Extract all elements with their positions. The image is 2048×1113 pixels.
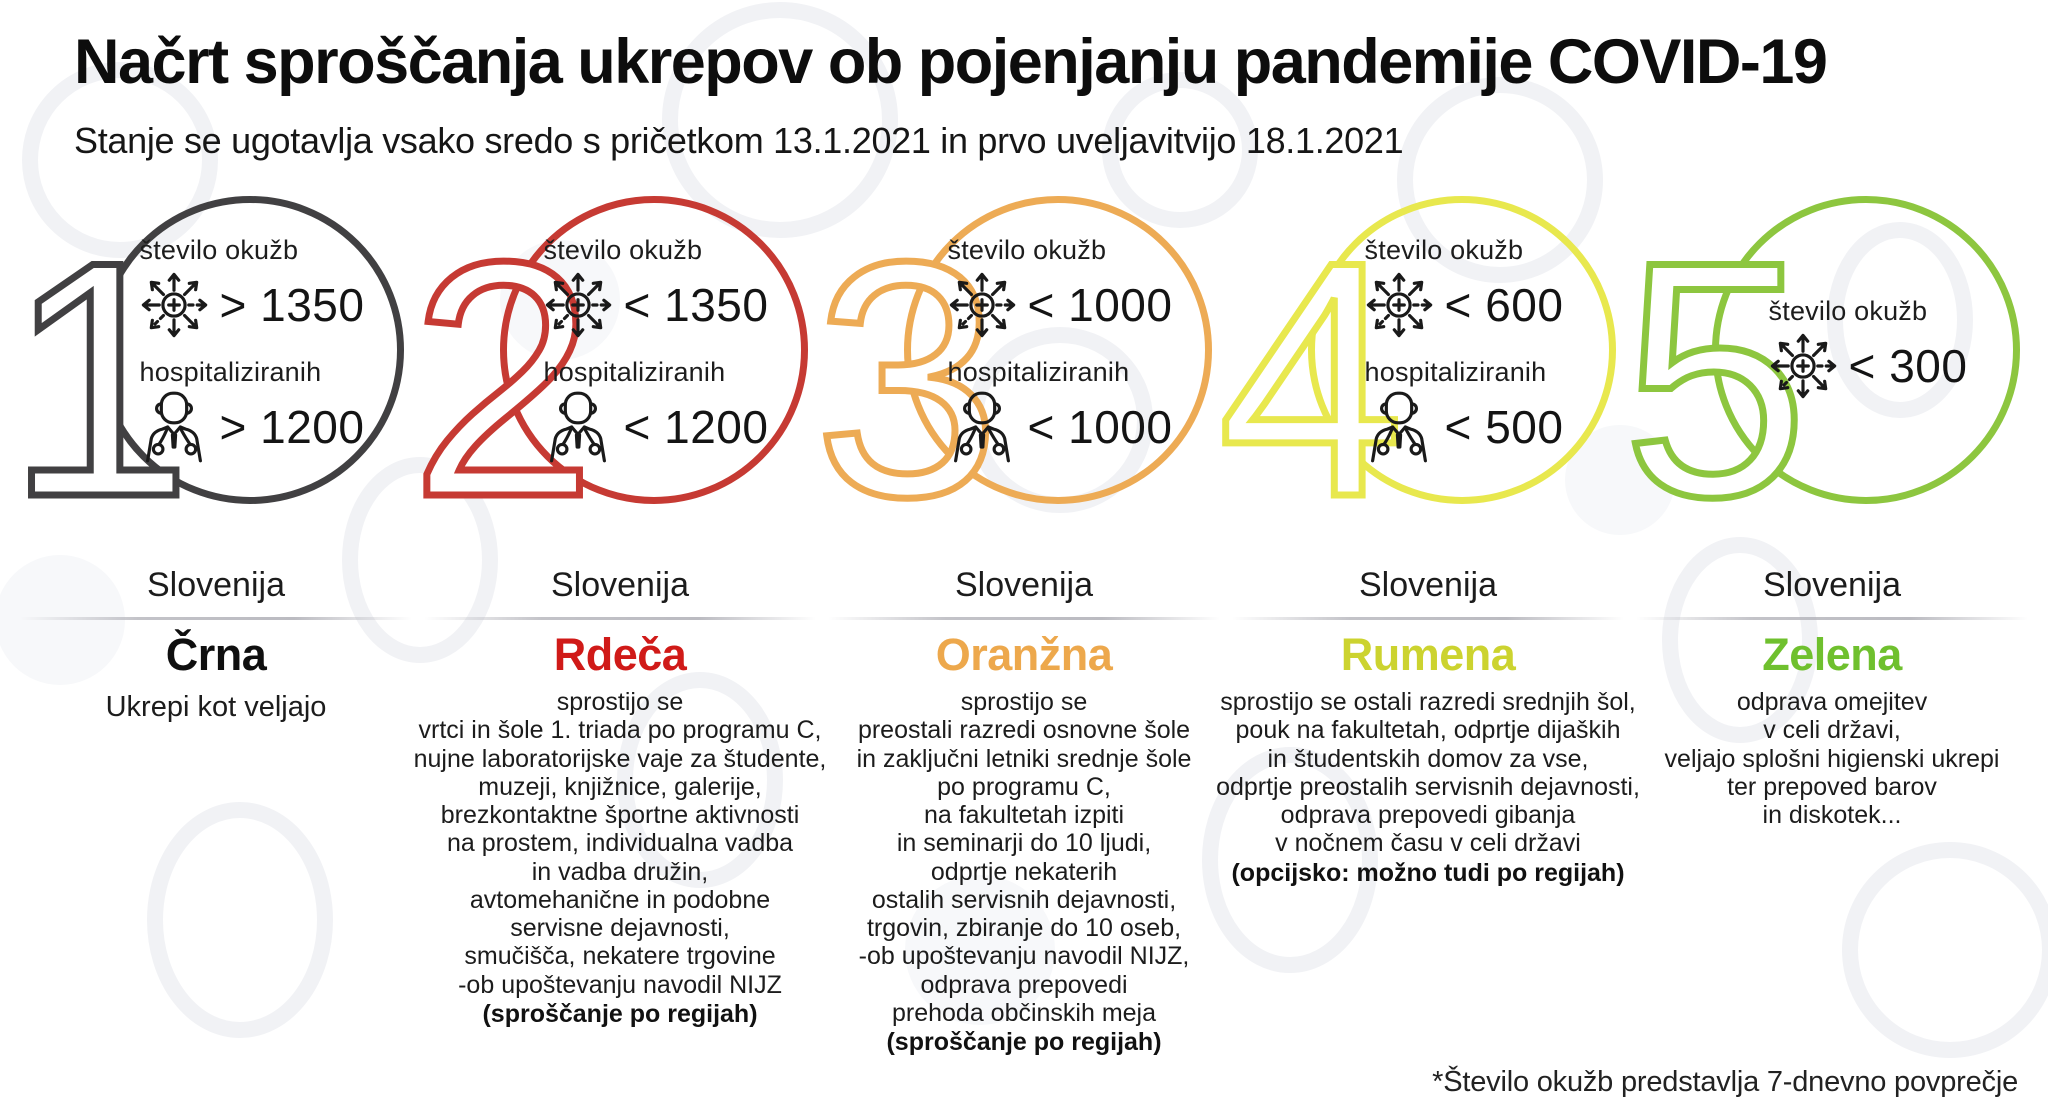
infections-value: < 300: [1848, 340, 1968, 392]
hospitalized-value: > 1200: [219, 401, 365, 453]
stage-column-5: 5 število okužb < 300 Slovenija Zelena o…: [1618, 174, 2034, 1057]
doctor-icon: [540, 389, 616, 465]
stage-number: 5: [1618, 192, 1811, 566]
virus-icon: [1361, 267, 1437, 343]
divider: [20, 617, 412, 620]
hospitalized-label: hospitaliziranih: [1364, 357, 1547, 387]
stage-description: odprava omejitev v celi državi, veljajo …: [1664, 688, 2000, 829]
stage-note: (sproščanje po regijah): [482, 999, 758, 1028]
infections-label: število okužb: [947, 235, 1107, 265]
stage-column-4: 4 število okužb < 600 hospitaliziranih: [1214, 174, 1640, 1057]
stage-name: Zelena: [1762, 629, 1902, 680]
infections-stat: število okužb < 300: [1765, 296, 1968, 404]
country-label: Slovenija: [551, 566, 689, 604]
hospitalized-stat: hospitaliziranih < 500: [1361, 357, 1564, 465]
stage-column-1: 1 število okužb > 1350 hospitaliziranih: [2, 174, 418, 1057]
stage-description: sprostijo se ostali razredi srednjih šol…: [1216, 688, 1640, 858]
country-label: Slovenija: [147, 566, 285, 604]
virus-icon: [944, 267, 1020, 343]
stage-note: (sproščanje po regijah): [886, 1028, 1162, 1056]
infections-label: število okužb: [543, 235, 703, 265]
hospitalized-label: hospitaliziranih: [139, 357, 322, 387]
stage-thresholds: število okužb < 300: [1712, 196, 2020, 504]
hospitalized-value: < 1200: [623, 401, 769, 453]
hospitalized-label: hospitaliziranih: [947, 357, 1130, 387]
stage-name: Črna: [165, 629, 267, 680]
doctor-icon: [136, 389, 212, 465]
stage-number: 3: [810, 192, 1003, 566]
divider: [424, 617, 816, 620]
infections-stat: število okužb < 600: [1361, 235, 1564, 343]
virus-icon: [1765, 328, 1841, 404]
stage-number: 1: [2, 192, 195, 566]
infections-value: > 1350: [219, 279, 365, 331]
stage-figure: 1 število okužb > 1350 hospitaliziranih: [2, 174, 418, 562]
infections-label: število okužb: [139, 235, 299, 265]
divider: [828, 617, 1220, 620]
stage-circle: [500, 196, 808, 504]
stage-description: sprostijo se preostali razredi osnovne š…: [856, 688, 1192, 1027]
stage-column-2: 2 število okužb < 1350 hospitaliziranih: [406, 174, 826, 1057]
stage-circle: [96, 196, 404, 504]
stage-name: Rumena: [1340, 629, 1516, 680]
infections-value: < 600: [1444, 279, 1564, 331]
stage-figure: 4 število okužb < 600 hospitaliziranih: [1214, 174, 1630, 562]
stage-thresholds: število okužb < 1000 hospitaliziranih < …: [904, 196, 1212, 504]
hospitalized-stat: hospitaliziranih < 1200: [540, 357, 769, 465]
infections-stat: število okužb < 1000: [944, 235, 1173, 343]
stage-description: Ukrepi kot veljajo: [105, 691, 327, 723]
stage-thresholds: število okužb < 600 hospitaliziranih < 5…: [1308, 196, 1616, 504]
hospitalized-value: < 1000: [1027, 401, 1173, 453]
stage-figure: 5 število okužb < 300: [1618, 174, 2034, 562]
stage-name: Oranžna: [935, 629, 1113, 680]
page-subtitle: Stanje se ugotavlja vsako sredo s pričet…: [74, 120, 1404, 161]
virus-icon: [136, 267, 212, 343]
stage-column-3: 3 število okužb < 1000 hospitaliziranih: [810, 174, 1226, 1057]
doctor-icon: [1361, 389, 1437, 465]
stage-thresholds: število okužb > 1350 hospitaliziranih > …: [96, 196, 404, 504]
divider: [1232, 617, 1624, 620]
stages-grid: 1 število okužb > 1350 hospitaliziranih: [0, 174, 2048, 1057]
virus-icon: [540, 267, 616, 343]
stage-circle: [1308, 196, 1616, 504]
infections-value: < 1350: [623, 279, 769, 331]
divider: [1636, 617, 2028, 620]
doctor-icon: [944, 389, 1020, 465]
infections-stat: število okužb < 1350: [540, 235, 769, 343]
page-title: Načrt sproščanja ukrepov ob pojenjanju p…: [74, 27, 1828, 97]
stage-circle: [904, 196, 1212, 504]
hospitalized-stat: hospitaliziranih > 1200: [136, 357, 365, 465]
stage-figure: 3 število okužb < 1000 hospitaliziranih: [810, 174, 1226, 562]
country-label: Slovenija: [1359, 566, 1497, 604]
country-label: Slovenija: [955, 566, 1093, 604]
infections-label: število okužb: [1364, 235, 1524, 265]
stage-thresholds: število okužb < 1350 hospitaliziranih < …: [500, 196, 808, 504]
footnote: *Število okužb predstavlja 7-dnevno povp…: [1432, 1066, 2018, 1098]
stage-note: (opcijsko: možno tudi po regijah): [1231, 858, 1625, 887]
stage-figure: 2 število okužb < 1350 hospitaliziranih: [406, 174, 822, 562]
hospitalized-stat: hospitaliziranih < 1000: [944, 357, 1173, 465]
infections-value: < 1000: [1027, 279, 1173, 331]
stage-name: Rdeča: [553, 629, 687, 680]
infections-stat: število okužb > 1350: [136, 235, 365, 343]
infections-label: število okužb: [1768, 296, 1928, 326]
hospitalized-label: hospitaliziranih: [543, 357, 726, 387]
stage-circle: [1712, 196, 2020, 504]
stage-description: sprostijo se vrtci in šole 1. triada po …: [413, 688, 827, 999]
stage-number: 2: [406, 192, 599, 566]
header: Načrt sproščanja ukrepov ob pojenjanju p…: [0, 0, 2048, 162]
hospitalized-value: < 500: [1444, 401, 1564, 453]
stage-number: 4: [1214, 192, 1407, 566]
country-label: Slovenija: [1763, 566, 1901, 604]
